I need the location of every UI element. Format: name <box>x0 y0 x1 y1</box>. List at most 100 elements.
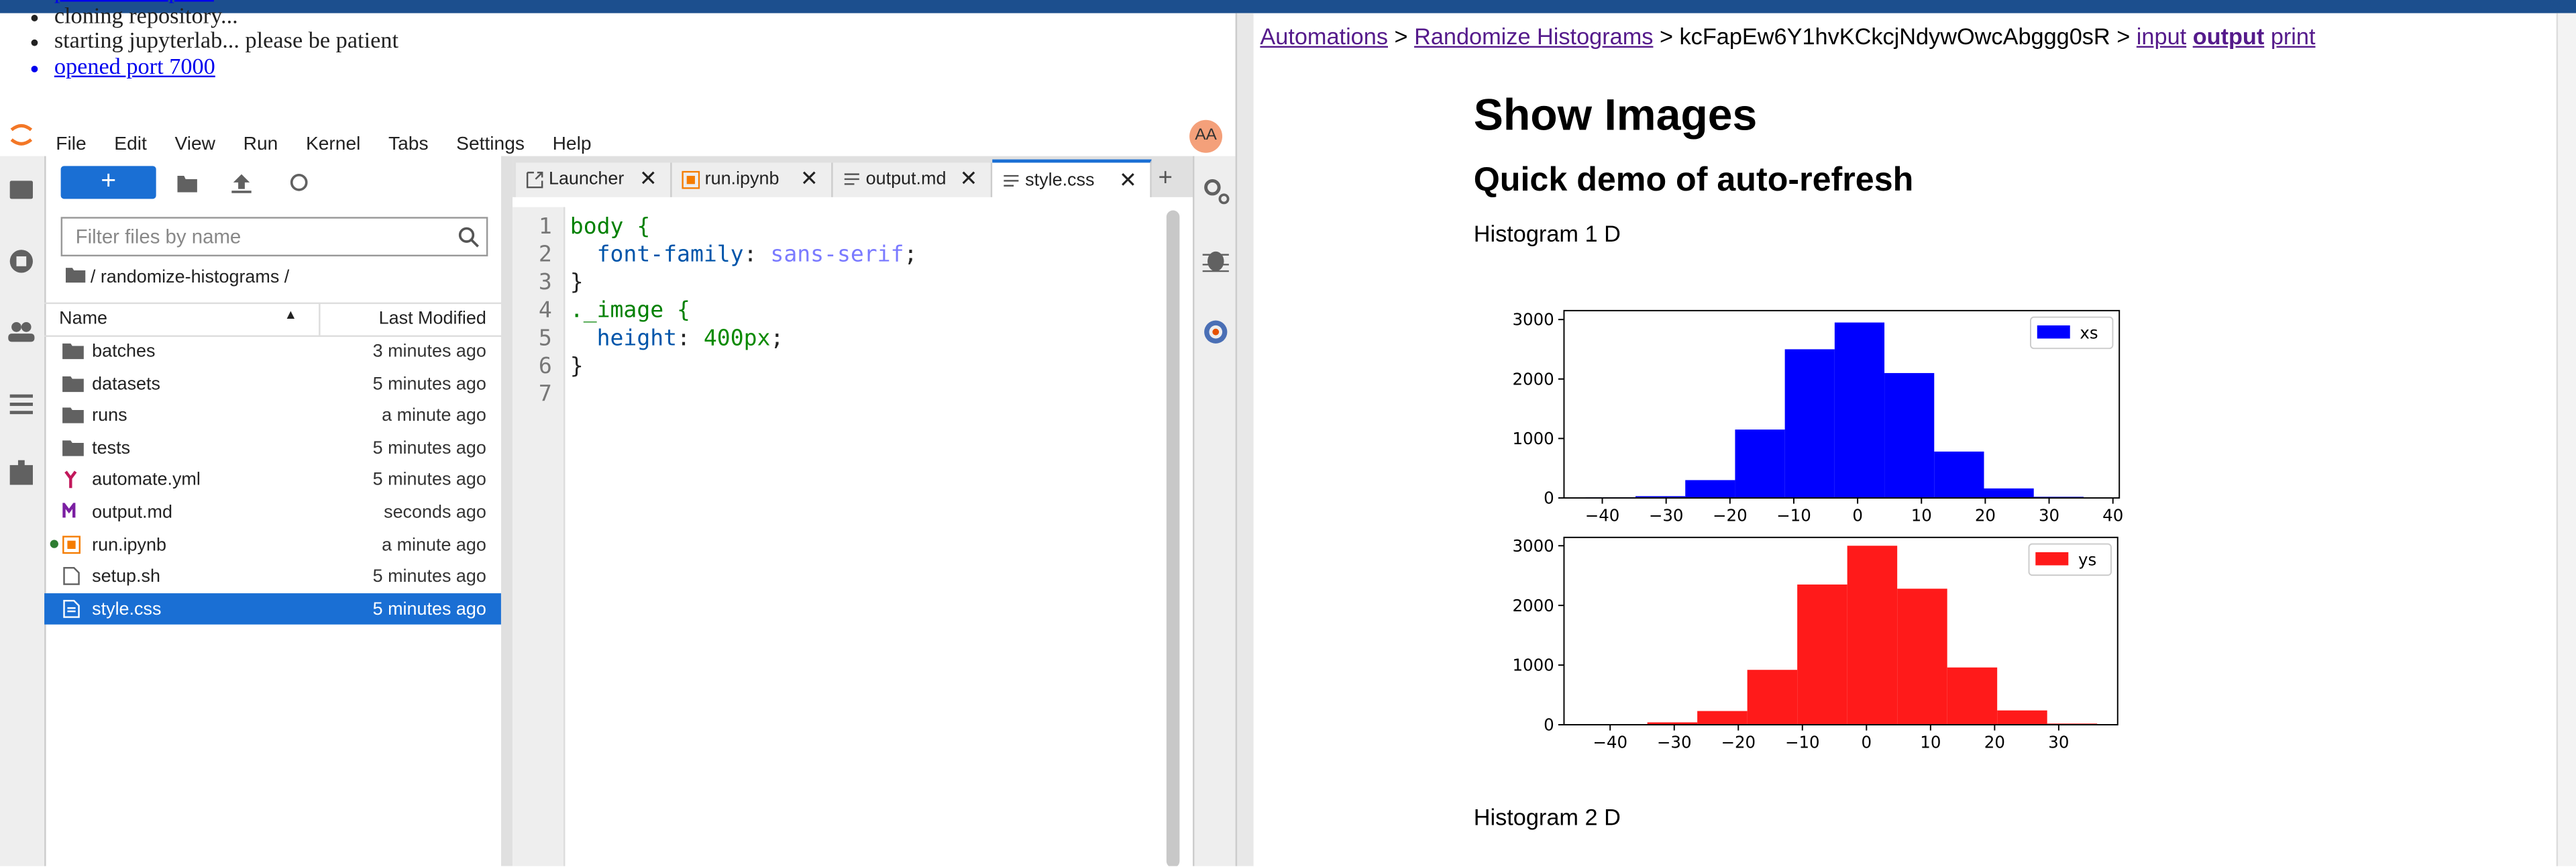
legend-label: xs <box>2080 323 2098 342</box>
file-row[interactable]: runs a minute ago <box>44 400 501 432</box>
ui-element: a minute ago <box>382 406 486 426</box>
ui-element: automate.yml <box>92 470 201 491</box>
legend-box <box>2028 543 2112 576</box>
file-row[interactable]: run.ipynb a minute ago <box>44 529 501 561</box>
menu-item[interactable]: Kernel <box>305 134 361 155</box>
x-tick-label: 20 <box>1984 732 2005 752</box>
histogram-bar <box>1797 584 1847 725</box>
breadcrumb-text[interactable]: / randomize-histograms / <box>90 268 290 288</box>
ui-element <box>9 460 33 485</box>
right-sidebar-icons[interactable] <box>1194 156 1237 370</box>
ui-element <box>1218 193 1230 205</box>
file-row[interactable]: tests 5 minutes ago <box>44 432 501 464</box>
histogram-bar <box>1747 670 1798 725</box>
log-link[interactable]: password copied. <box>54 0 1237 5</box>
ui-element <box>1004 174 1019 187</box>
menu-item[interactable]: Edit <box>114 134 147 155</box>
column-name[interactable]: Name <box>59 309 108 329</box>
file-row[interactable]: setup.sh 5 minutes ago <box>44 561 501 593</box>
ui-element: datasets <box>92 374 161 394</box>
view-link[interactable]: print <box>2270 23 2316 50</box>
page-scrollbar <box>2556 13 2576 866</box>
x-tick-label: 40 <box>2102 505 2123 525</box>
ui-element <box>682 170 700 189</box>
y-tick-label: 1000 <box>1512 429 1554 448</box>
menu-item[interactable]: Tabs <box>388 134 429 155</box>
file-row[interactable]: output.md seconds ago <box>44 497 501 529</box>
ui-element <box>1202 254 1229 272</box>
toolbar-icons[interactable] <box>172 169 320 195</box>
ui-element <box>64 471 77 489</box>
legend-swatch <box>2037 325 2070 339</box>
ui-element: } <box>570 353 584 380</box>
ui-element: output.md <box>92 503 172 523</box>
histogram-bar <box>1784 349 1835 499</box>
ui-element: ▲ <box>284 307 298 323</box>
legend-label: ys <box>2078 550 2096 569</box>
ui-element: 5 minutes ago <box>372 567 486 587</box>
nav-id: kcFapEw6Y1hvKCkcjNdywOwcAbggg0sR <box>1679 23 2110 50</box>
ui-element: font-family <box>570 242 744 268</box>
ui-element: ._image { <box>570 297 690 324</box>
ui-element: a minute ago <box>382 535 486 555</box>
code-line: height: 400px; <box>570 325 784 352</box>
ui-element <box>526 171 543 189</box>
ui-element <box>8 334 35 342</box>
line-number: 1 <box>538 213 552 240</box>
histogram-bar <box>1735 429 1785 499</box>
menu-bar: File Edit View Run Kernel Tabs Settings Help <box>56 128 619 158</box>
menu-item[interactable]: Run <box>243 134 278 155</box>
tab[interactable]: Launcher ✕ <box>515 162 672 197</box>
menu-item[interactable]: File <box>56 134 87 155</box>
add-tab[interactable]: + <box>1158 164 1173 193</box>
ui-element <box>686 176 695 185</box>
histogram-bar <box>1897 589 1947 725</box>
tab[interactable]: output.md ✕ <box>833 162 993 197</box>
ui-element: ✕ <box>800 166 818 191</box>
line-number: 5 <box>538 325 552 352</box>
x-tick-label: 30 <box>2048 732 2069 752</box>
column-modified[interactable]: Last Modified <box>378 309 486 329</box>
nav-link[interactable]: Randomize Histograms <box>1414 23 1654 50</box>
x-tick-label: 10 <box>1911 505 1932 525</box>
file-row-selected[interactable]: style.css 5 minutes ago <box>44 593 501 625</box>
section-heading: Histogram 1 D <box>1473 220 1621 247</box>
ui-element: 3 minutes ago <box>372 342 486 362</box>
x-tick-label: −20 <box>1713 505 1748 525</box>
log-link[interactable]: opened port 7000 <box>54 55 1237 80</box>
top-bar <box>0 0 2576 13</box>
file-row[interactable]: automate.yml 5 minutes ago <box>44 464 501 497</box>
tab[interactable]: run.ipynb ✕ <box>672 162 833 197</box>
ui-element: : <box>743 242 771 268</box>
doc-title: Show Images <box>1473 90 1758 140</box>
nav-link[interactable]: Automations <box>1260 23 1388 50</box>
log-list: password copied. cloning repository... s… <box>0 0 1237 81</box>
y-tick-label: 2000 <box>1512 369 1554 389</box>
menu-item[interactable]: Help <box>552 134 592 155</box>
ui-element: 400px <box>703 325 771 352</box>
avatar[interactable]: AA <box>1189 119 1223 153</box>
ui-element <box>62 535 81 554</box>
histogram-bar <box>1934 451 1984 499</box>
ui-element: style.css <box>92 599 162 619</box>
left-sidebar <box>0 156 46 866</box>
ui-element <box>62 407 84 424</box>
tab-active[interactable]: style.css ✕ <box>992 159 1152 201</box>
view-link-active[interactable]: output <box>2192 23 2265 50</box>
file-row[interactable]: datasets 5 minutes ago <box>44 368 501 400</box>
histogram-bar <box>1834 322 1885 499</box>
ui-element <box>844 173 859 185</box>
filter-input[interactable]: Filter files by name <box>60 217 488 257</box>
ui-element <box>458 227 475 243</box>
ui-element <box>9 411 33 415</box>
view-link[interactable]: input <box>2136 23 2187 50</box>
ui-element <box>9 181 33 199</box>
menu-item[interactable]: Settings <box>456 134 525 155</box>
ui-element <box>16 256 27 266</box>
menu-item[interactable]: View <box>174 134 216 155</box>
new-button[interactable]: + <box>60 166 156 199</box>
file-row[interactable]: batches 3 minutes ago <box>44 336 501 368</box>
ui-element: 5 minutes ago <box>372 438 486 458</box>
line-number: 6 <box>538 353 552 380</box>
